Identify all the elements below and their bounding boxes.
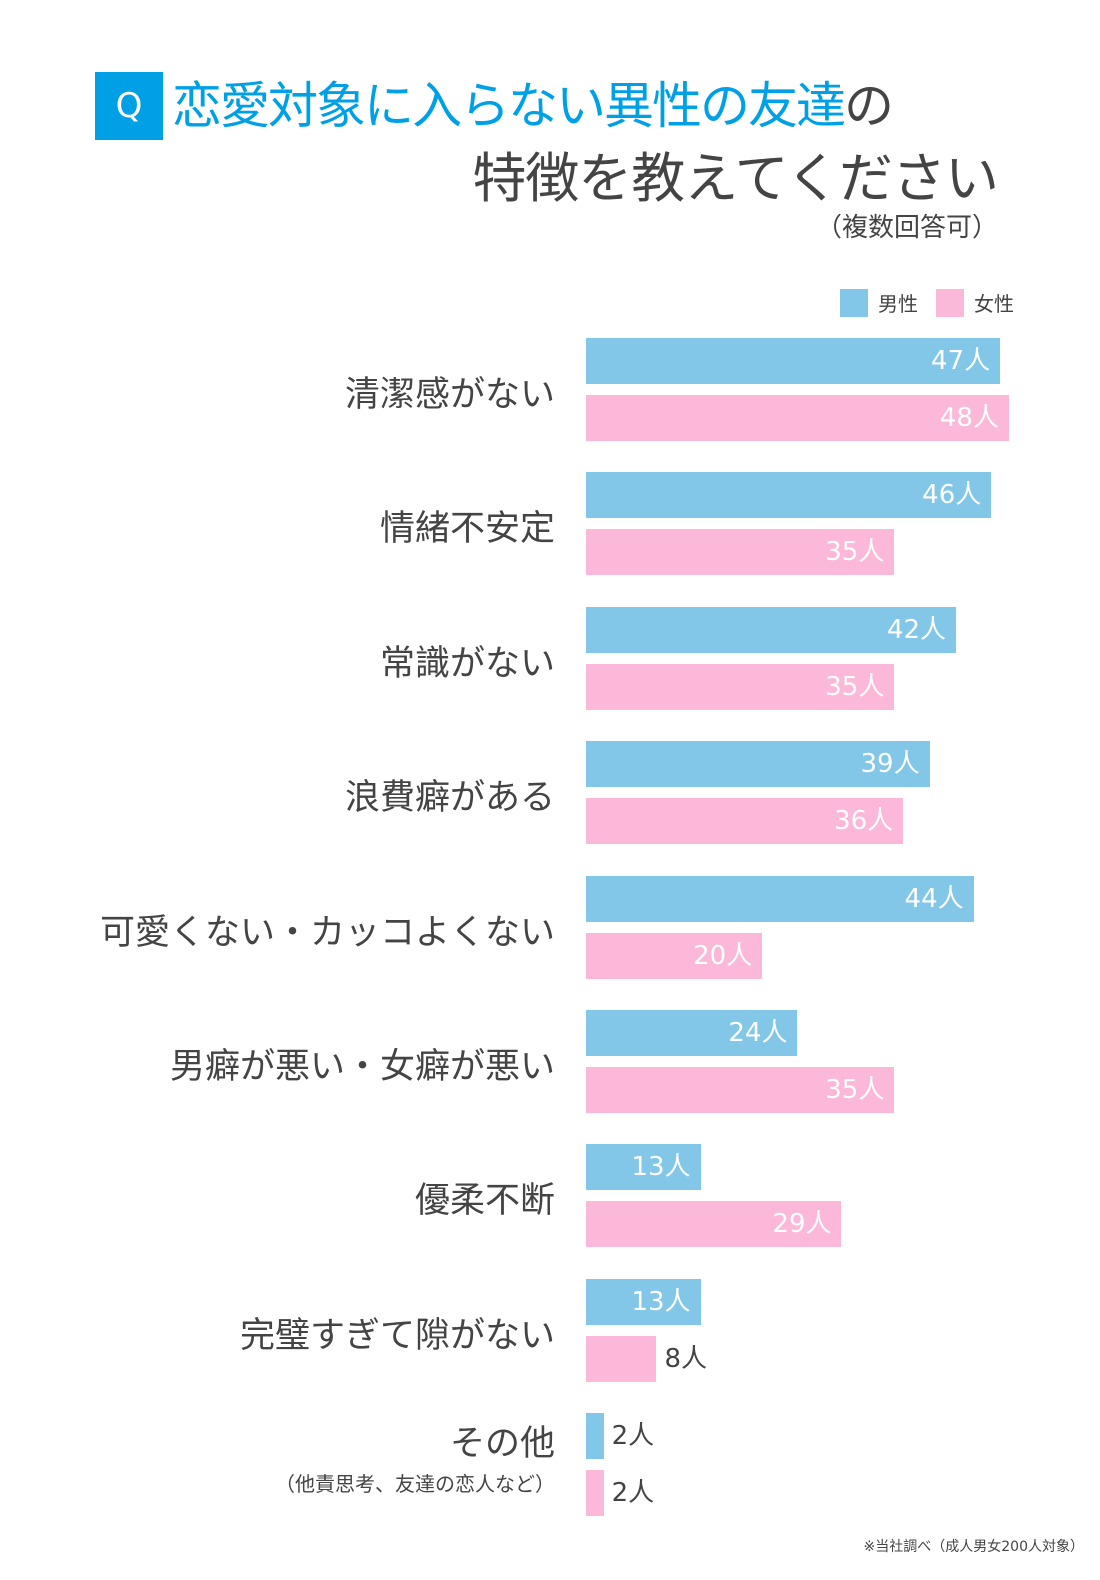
category-label: その他 （他責思考、友達の恋人など） xyxy=(275,1415,555,1497)
value-label: 2人 xyxy=(611,1421,655,1452)
footnote: ※当社調べ（成人男女200人対象） xyxy=(863,1539,1084,1555)
value-label: 47人 xyxy=(930,346,991,376)
category-label: 常識がない xyxy=(380,635,555,686)
value-label: 2人 xyxy=(611,1478,655,1509)
bar-male xyxy=(586,1010,798,1056)
bar-female xyxy=(586,798,904,845)
bar-male xyxy=(586,741,930,788)
value-label: 13人 xyxy=(631,1152,691,1183)
bar-male xyxy=(586,1144,701,1191)
legend-item-female: 女性 xyxy=(936,288,1014,317)
category-label: 優柔不断 xyxy=(415,1172,555,1223)
bar-male xyxy=(586,338,1001,384)
value-label: 44人 xyxy=(904,883,964,914)
category-label-text: 常識がない xyxy=(379,643,555,684)
bar-male xyxy=(586,606,957,653)
title-line-1: 恋愛対象に入らない異性の友達の xyxy=(172,72,894,140)
category-label-text: その他 xyxy=(449,1424,555,1465)
category-label: 清潔感がない xyxy=(345,366,555,417)
bar-male xyxy=(586,472,992,519)
value-label: 8人 xyxy=(664,1343,708,1374)
category-label: 完璧すぎて隙がない xyxy=(240,1307,555,1358)
question-badge: Q xyxy=(95,72,163,140)
bar-female xyxy=(586,1067,895,1113)
bar-female xyxy=(586,1201,842,1248)
value-label: 42人 xyxy=(886,614,947,645)
value-label: 35人 xyxy=(825,1075,885,1105)
value-label: 35人 xyxy=(825,537,885,568)
value-label: 24人 xyxy=(728,1018,788,1048)
value-label: 29人 xyxy=(772,1209,832,1240)
category-label: 情緒不安定 xyxy=(380,500,555,551)
legend-swatch-female xyxy=(936,288,964,317)
value-label: 13人 xyxy=(631,1286,691,1317)
bar-female xyxy=(586,529,895,576)
bar-female xyxy=(586,395,1009,441)
value-label: 36人 xyxy=(834,806,894,837)
legend-swatch-male xyxy=(840,288,868,317)
value-label: 48人 xyxy=(939,403,999,433)
category-label: 浪費癖がある xyxy=(345,769,555,820)
bar-female xyxy=(586,663,895,710)
category-label: 男癖が悪い・女癖が悪い xyxy=(170,1038,555,1089)
category-label-text: 可愛くない・カッコよくない xyxy=(99,912,555,953)
category-label: 可愛くない・カッコよくない xyxy=(100,904,555,955)
legend: 男性 女性 xyxy=(822,288,1014,317)
category-label-text: 完璧すぎて隙がない xyxy=(239,1315,555,1356)
bar-female xyxy=(586,1335,657,1382)
legend-label-female: 女性 xyxy=(974,292,1014,316)
title-line-2: 特徴を教えてください xyxy=(472,147,999,210)
value-label: 39人 xyxy=(860,749,920,780)
value-label: 35人 xyxy=(825,671,885,702)
title-note: （複数回答可） xyxy=(815,213,998,243)
value-label: 46人 xyxy=(922,480,982,511)
bar-male xyxy=(586,1278,701,1325)
category-label-text: 浪費癖がある xyxy=(344,778,555,819)
legend-label-male: 男性 xyxy=(878,292,918,316)
category-label-text: 情緒不安定 xyxy=(379,509,555,550)
bar-male xyxy=(586,875,974,922)
bar-female xyxy=(586,1470,604,1517)
bar-female xyxy=(586,932,763,979)
title-highlight: 恋愛対象に入らない異性の友達 xyxy=(172,77,846,135)
title-suffix: の xyxy=(844,77,894,135)
category-label-text: 優柔不断 xyxy=(414,1181,555,1222)
bar-male xyxy=(586,1413,604,1460)
category-sublabel: （他責思考、友達の恋人など） xyxy=(275,1472,555,1497)
category-label-text: 清潔感がない xyxy=(344,375,555,415)
category-label-text: 男癖が悪い・女癖が悪い xyxy=(169,1047,555,1087)
legend-item-male: 男性 xyxy=(840,288,918,317)
value-label: 20人 xyxy=(693,940,753,971)
